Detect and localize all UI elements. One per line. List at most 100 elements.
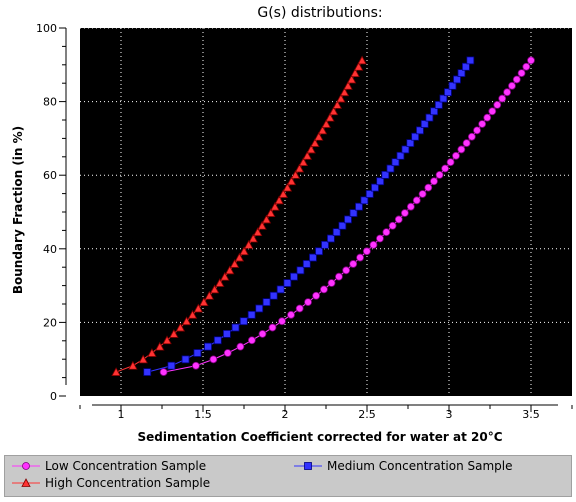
data-point	[287, 310, 295, 319]
data-point	[339, 87, 350, 97]
data-point	[302, 260, 311, 268]
data-point	[314, 131, 324, 141]
data-point	[326, 234, 335, 243]
data-point	[357, 55, 367, 65]
data-point	[493, 101, 502, 109]
data-point	[276, 285, 285, 294]
data-point	[187, 309, 198, 319]
data-point	[247, 336, 256, 345]
chart-svg: G(s) distributions: 0 20 40 60 80 100 1 1.5 2 2.5…	[11, 5, 573, 444]
data-point	[286, 176, 297, 186]
data-point	[353, 61, 364, 71]
data-point	[282, 182, 293, 192]
data-point	[310, 138, 320, 147]
data-point	[360, 196, 369, 205]
series-3	[111, 55, 367, 376]
data-point	[356, 253, 364, 262]
data-point	[342, 266, 351, 275]
x-axis-label: Sedimentation Coefficient corrected for …	[137, 430, 502, 444]
data-point	[418, 190, 427, 198]
data-point	[138, 354, 148, 364]
data-point	[175, 322, 186, 332]
data-point	[448, 81, 457, 90]
data-point	[169, 329, 179, 338]
data-point	[462, 62, 470, 71]
data-point	[209, 355, 218, 364]
plot-background	[80, 28, 572, 396]
data-point	[336, 93, 346, 103]
data-point	[503, 88, 512, 97]
data-point	[223, 330, 231, 338]
data-point	[411, 132, 420, 141]
data-point	[111, 367, 121, 376]
data-point	[332, 228, 341, 237]
series-1	[159, 56, 535, 376]
data-point	[248, 233, 258, 243]
data-point	[325, 112, 335, 122]
data-point	[369, 240, 378, 249]
data-point	[147, 348, 157, 357]
data-point	[239, 317, 248, 326]
data-point	[298, 157, 309, 167]
data-point	[320, 285, 328, 294]
data-point	[290, 170, 301, 179]
x-tick-label: 2.5	[358, 408, 376, 421]
data-point	[452, 151, 460, 160]
data-point	[321, 119, 331, 128]
data-point	[376, 234, 384, 243]
data-point	[332, 100, 342, 109]
data-point	[344, 215, 352, 224]
data-point	[412, 196, 421, 205]
data-point	[446, 158, 455, 167]
data-point	[315, 247, 323, 256]
data-point	[434, 101, 443, 109]
data-point	[283, 279, 292, 287]
data-point	[304, 298, 312, 307]
data-point	[269, 291, 278, 300]
data-point	[181, 316, 192, 326]
grid-lines	[80, 27, 572, 396]
y-tick-label: 80	[43, 96, 57, 109]
data-point	[343, 80, 353, 90]
data-point	[295, 304, 304, 313]
data-point	[128, 360, 138, 370]
data-point	[349, 209, 358, 217]
data-point	[401, 145, 410, 154]
data-point	[406, 202, 415, 211]
data-point	[522, 62, 531, 71]
data-point	[381, 170, 390, 179]
data-point	[247, 310, 256, 319]
data-point	[396, 151, 405, 160]
data-point	[143, 368, 152, 376]
x-tick-label: 2	[282, 408, 289, 421]
y-axis-label: Boundary Fraction (in %)	[11, 126, 25, 294]
data-point	[439, 94, 448, 103]
data-point	[213, 336, 222, 345]
legend-item-medium: Medium Concentration Sample	[293, 459, 513, 473]
data-point	[261, 214, 272, 224]
data-point	[327, 279, 336, 287]
data-point	[266, 208, 276, 217]
data-point	[244, 240, 254, 249]
data-point	[192, 361, 200, 370]
legend-swatch-high	[12, 478, 40, 487]
data-point	[394, 215, 403, 224]
y-tick-label: 20	[43, 316, 57, 329]
data-point	[234, 252, 245, 262]
data-point	[425, 113, 434, 122]
data-point	[199, 297, 209, 307]
x-tick-label: 1	[118, 408, 125, 421]
data-point	[306, 144, 316, 154]
data-point	[386, 164, 395, 173]
data-point	[262, 298, 271, 307]
data-point	[229, 259, 240, 268]
data-point	[162, 335, 172, 345]
data-point	[473, 126, 481, 135]
data-point	[371, 183, 379, 192]
data-point	[309, 253, 317, 262]
data-point	[270, 201, 280, 211]
legend: Low Concentration Sample Medium Concentr…	[4, 455, 572, 497]
data-point	[478, 120, 487, 128]
data-point	[274, 195, 284, 205]
data-point	[159, 368, 168, 376]
